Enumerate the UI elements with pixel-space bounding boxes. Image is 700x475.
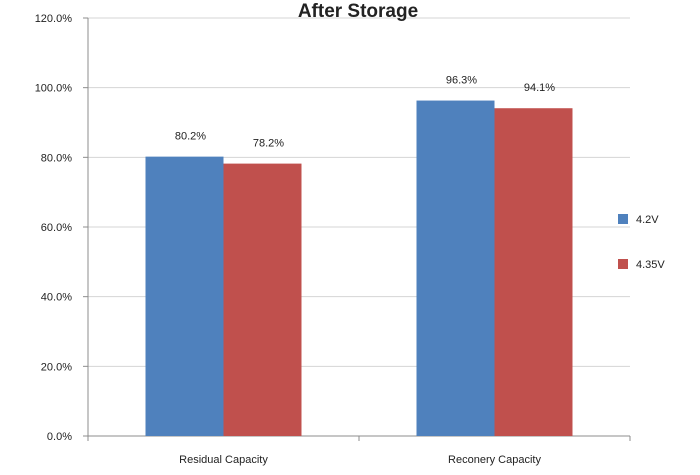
y-tick-label: 40.0%	[41, 292, 72, 304]
y-tick-label: 20.0%	[41, 361, 72, 373]
y-tick-label: 80.0%	[41, 152, 72, 164]
x-tick-label: Residual Capacity	[179, 454, 268, 466]
bars	[145, 100, 573, 437]
data-label: 78.2%	[253, 138, 284, 150]
bar	[223, 163, 302, 436]
legend-swatch	[618, 214, 628, 224]
bar	[494, 108, 573, 437]
data-label: 94.1%	[524, 82, 555, 94]
y-tick-label: 120.0%	[35, 13, 73, 25]
legend: 4.2V 4.35V	[618, 214, 665, 271]
data-label: 96.3%	[446, 75, 477, 87]
data-labels: 80.2% 78.2% 96.3% 94.1%	[175, 75, 555, 150]
bar	[416, 100, 495, 437]
x-tick-label: Reconery Capacity	[448, 454, 541, 466]
y-tick-label: 0.0%	[47, 431, 72, 443]
legend-label: 4.2V	[636, 214, 659, 226]
bar	[145, 156, 224, 437]
legend-label: 4.35V	[636, 259, 665, 271]
tick-labels: 0.0% 20.0% 40.0% 60.0% 80.0% 100.0% 120.0% Resi…	[35, 13, 542, 466]
y-tick-label: 100.0%	[35, 83, 73, 95]
chart-title: After Storage	[298, 1, 418, 22]
data-label: 80.2%	[175, 131, 206, 143]
y-tick-label: 60.0%	[41, 222, 72, 234]
legend-swatch	[618, 259, 628, 269]
